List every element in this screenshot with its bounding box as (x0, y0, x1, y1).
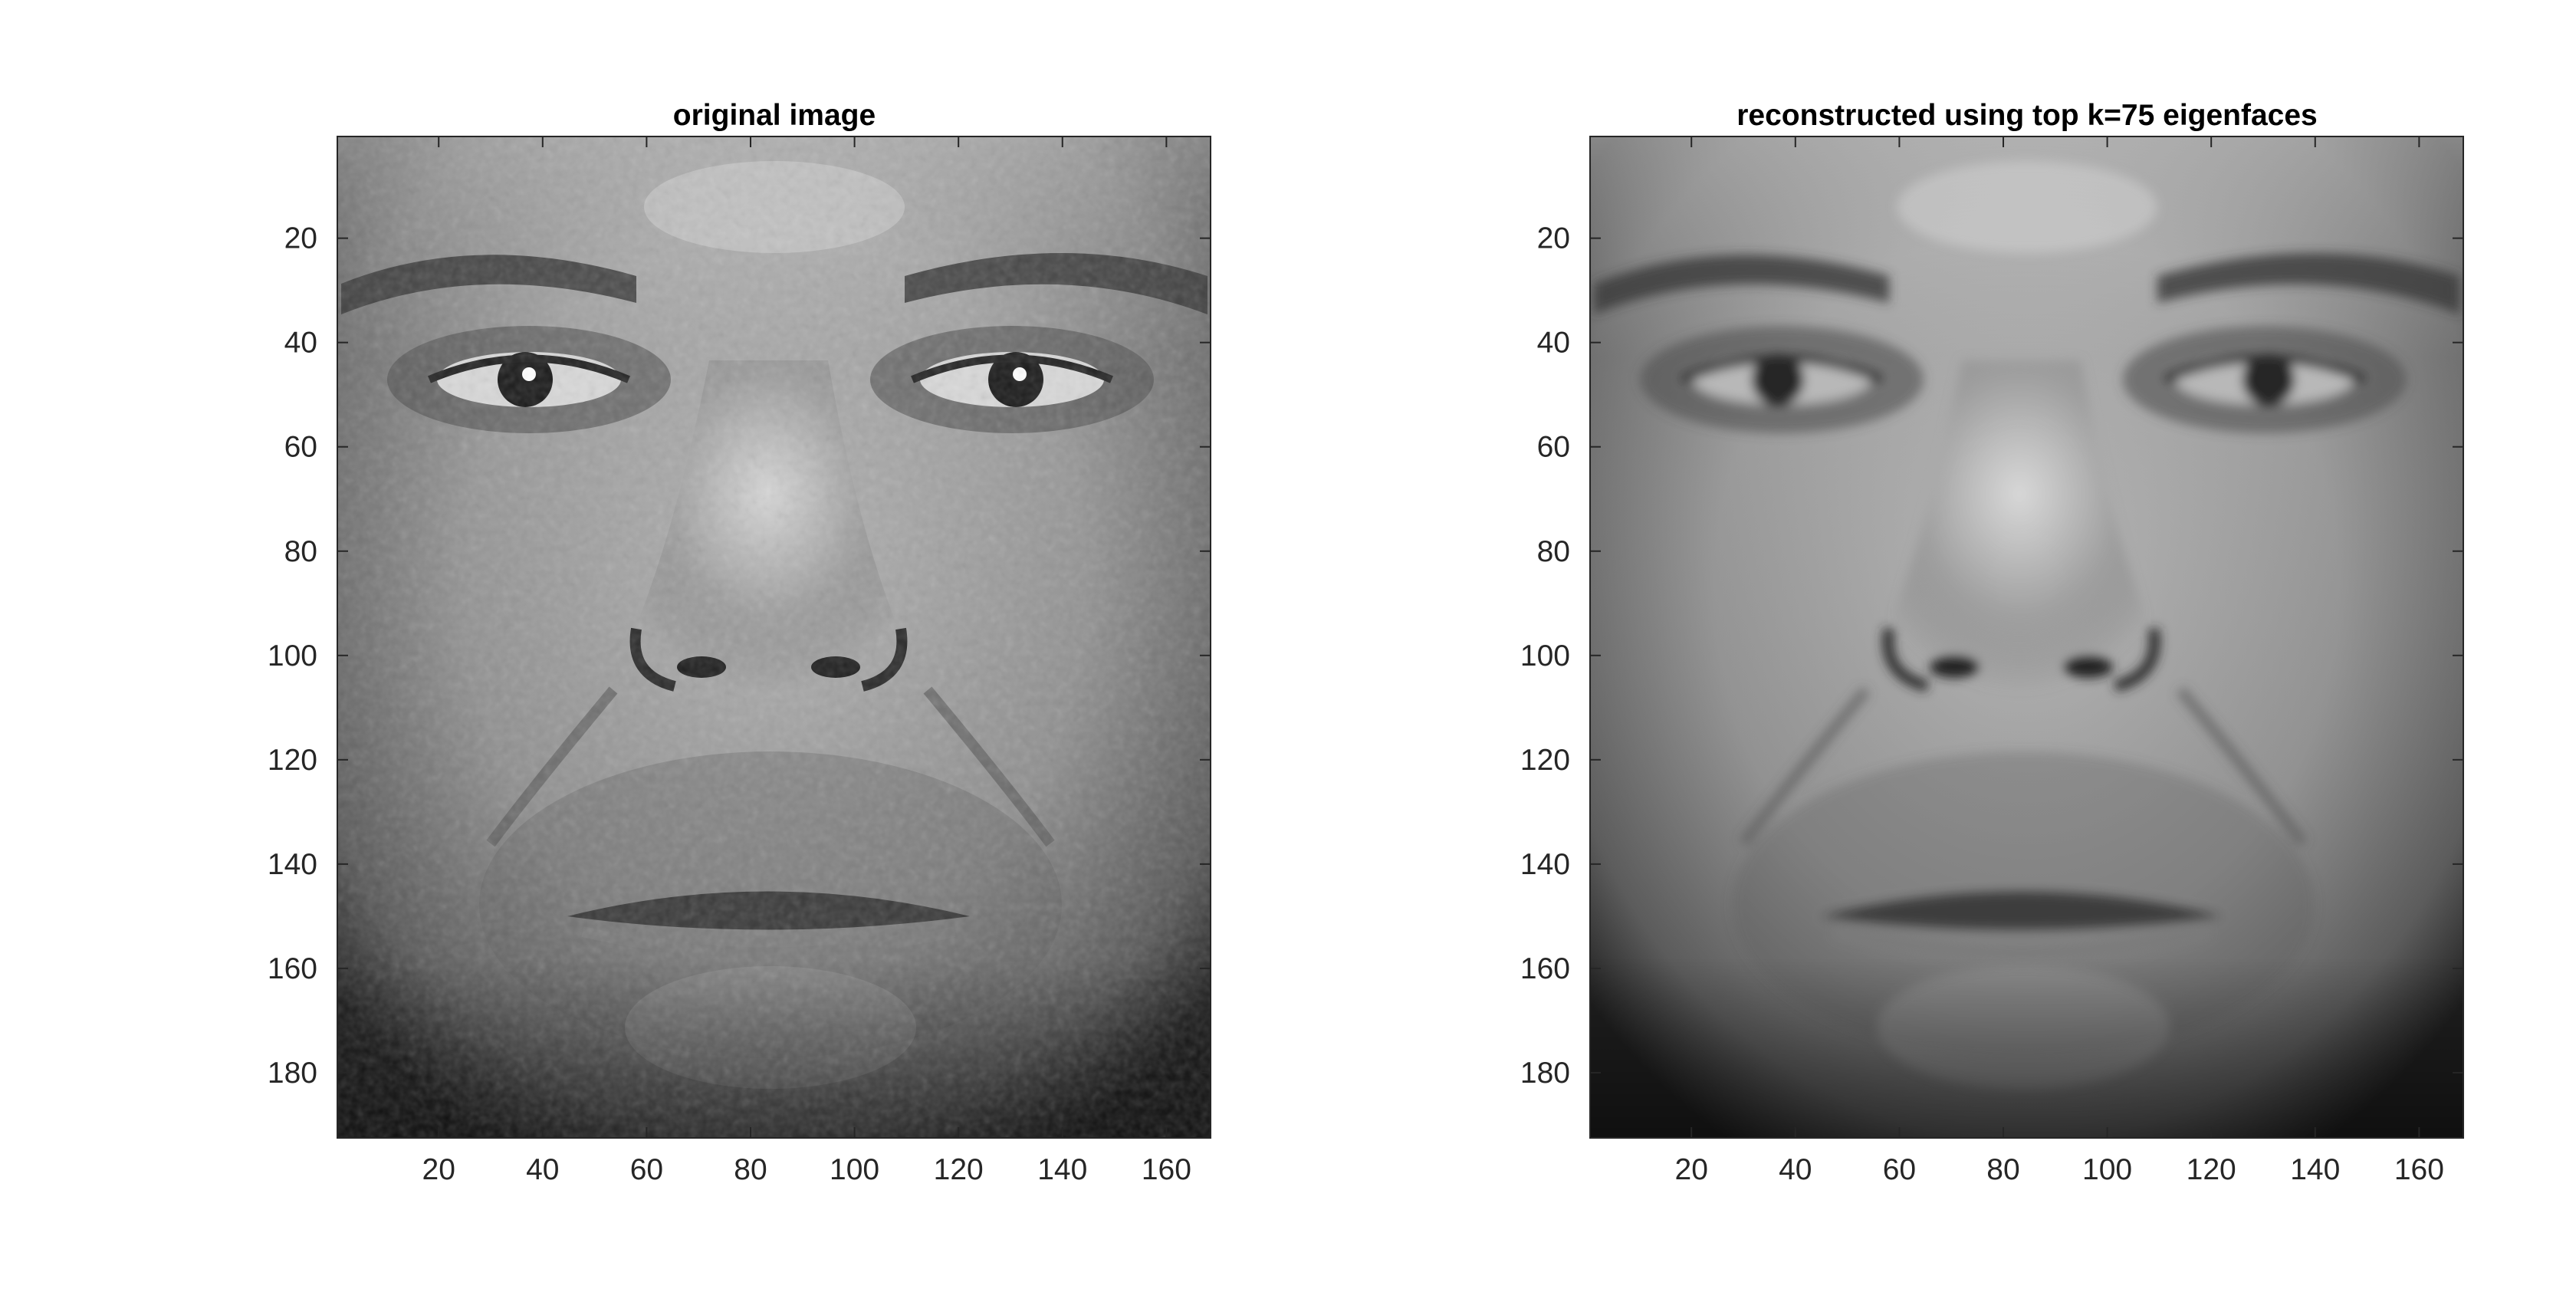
original-image-axes: original image 20 40 60 80 100 120 140 160 20 40 6… (268, 99, 1211, 1186)
y-tick-label: 180 (1520, 1057, 1570, 1090)
y-tick-label: 160 (1520, 952, 1570, 985)
x-tick-label: 80 (1986, 1153, 2019, 1186)
x-tick-label: 60 (630, 1153, 663, 1186)
x-tick-label: 20 (1675, 1153, 1708, 1186)
x-tick-label: 80 (734, 1153, 767, 1186)
y-tick-label: 180 (268, 1057, 317, 1090)
reconstructed-image-panel: reconstructed using top k=75 eigenfaces … (1288, 0, 2576, 1302)
y-tick-label: 100 (1520, 639, 1570, 672)
x-tick-label: 140 (1037, 1153, 1087, 1186)
x-tick-label: 20 (422, 1153, 455, 1186)
original-image-panel: original image 20 40 60 80 100 120 140 160 20 40 6… (268, 99, 1211, 1186)
reconstructed-image-axes: reconstructed using top k=75 eigenfaces … (1520, 99, 2464, 1186)
y-tick-label: 160 (268, 952, 317, 985)
y-tick-label: 80 (284, 535, 317, 568)
axis-ticks: 20 40 60 80 100 120 140 160 20 40 60 80 100 120 140 160… (1520, 136, 2463, 1186)
panel-title: reconstructed using top k=75 eigenfaces (1737, 99, 2318, 132)
x-tick-label: 100 (2082, 1153, 2132, 1186)
y-tick-label: 120 (268, 744, 317, 777)
y-tick-label: 20 (1537, 222, 1570, 255)
y-tick-label: 20 (284, 222, 317, 255)
y-tick-label: 120 (1520, 744, 1570, 777)
y-tick-label: 60 (284, 431, 317, 464)
y-tick-label: 140 (268, 848, 317, 881)
x-tick-label: 100 (830, 1153, 879, 1186)
y-tick-label: 40 (1537, 327, 1570, 360)
axis-ticks: 20 40 60 80 100 120 140 160 20 40 60 80 100 120 140 160… (268, 136, 1211, 1186)
y-tick-label: 140 (1520, 848, 1570, 881)
y-tick-label: 100 (268, 639, 317, 672)
x-tick-label: 140 (2290, 1153, 2340, 1186)
face-image (337, 136, 1211, 1138)
x-tick-label: 120 (934, 1153, 984, 1186)
x-tick-label: 40 (526, 1153, 559, 1186)
x-tick-label: 120 (2187, 1153, 2236, 1186)
face-image (1590, 136, 2463, 1138)
panel-title: original image (673, 99, 876, 132)
x-tick-label: 160 (2394, 1153, 2444, 1186)
y-tick-label: 60 (1537, 431, 1570, 464)
y-tick-label: 80 (1537, 535, 1570, 568)
x-tick-label: 160 (1142, 1153, 1191, 1186)
x-tick-label: 40 (1779, 1153, 1812, 1186)
y-tick-label: 40 (284, 327, 317, 360)
x-tick-label: 60 (1883, 1153, 1916, 1186)
